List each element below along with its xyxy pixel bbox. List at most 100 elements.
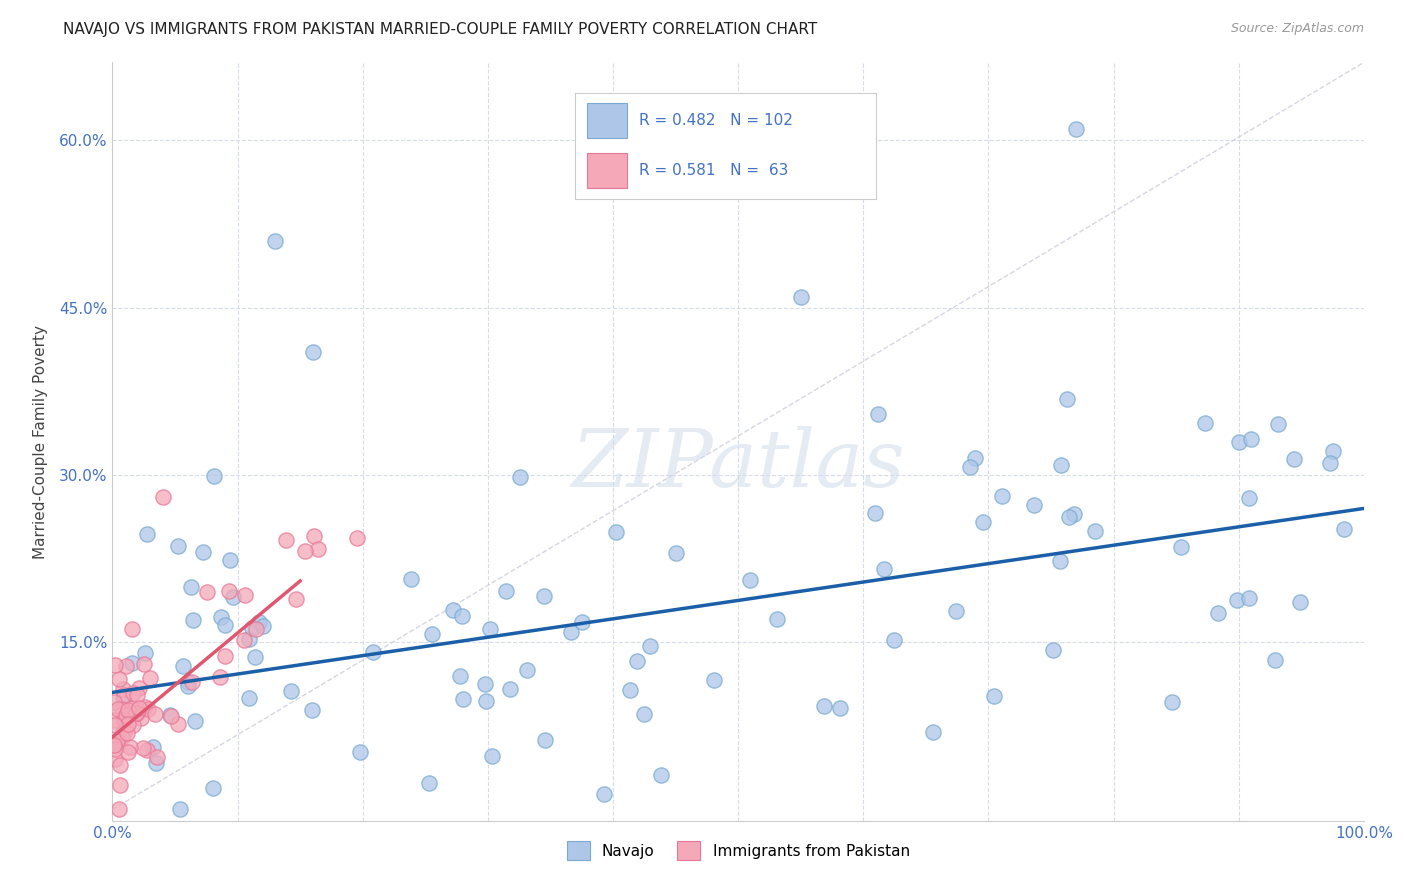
Point [418,776,440,790]
Point [605,525,627,540]
Point [132,741,155,756]
Point [128,681,150,695]
Point [498,681,520,696]
Point [167,539,190,553]
Point [167,716,190,731]
Point [828,700,851,714]
Point [991,490,1014,504]
Point [478,622,501,636]
Point [103,739,125,753]
Point [139,671,162,685]
Point [121,686,143,700]
Point [111,726,134,740]
Point [813,699,835,714]
Point [115,717,138,731]
Point [125,688,148,702]
Point [963,451,986,466]
Point [593,787,616,801]
Point [201,780,224,795]
Point [172,658,194,673]
Point [650,768,672,782]
Point [134,657,156,671]
Point [121,656,143,670]
Point [972,515,994,529]
Point [209,609,232,624]
Point [115,659,138,673]
Point [1282,452,1305,467]
Point [560,624,582,639]
Point [533,732,555,747]
Point [922,724,945,739]
Point [302,528,325,542]
Point [765,612,787,626]
Point [169,803,191,817]
Point [115,707,138,722]
Point [1267,417,1289,431]
Point [152,491,174,505]
Point [481,748,503,763]
Point [740,573,762,587]
Point [121,717,143,731]
Point [108,778,131,792]
Point [111,701,134,715]
Point [117,703,139,717]
Point [294,543,316,558]
Point [195,585,218,599]
Point [284,591,307,606]
Point [145,749,167,764]
Point [134,646,156,660]
Point [214,618,236,632]
Point [1057,510,1080,524]
Point [301,703,323,717]
Point [1333,522,1355,536]
Point [509,469,531,483]
Text: Source: ZipAtlas.com: Source: ZipAtlas.com [1230,22,1364,36]
Point [983,690,1005,704]
Point [121,622,143,636]
Point [1064,122,1087,136]
Point [238,632,260,646]
Point [111,681,134,696]
Point [883,632,905,647]
Point [136,527,159,541]
Point [107,702,129,716]
Point [142,739,165,754]
Point [103,752,125,766]
Point [128,701,150,715]
Point [112,690,135,705]
Point [451,608,474,623]
Y-axis label: Married-Couple Family Poverty: Married-Couple Family Poverty [32,325,48,558]
Point [245,623,267,637]
Point [301,345,323,359]
Point [274,533,297,547]
Point [136,702,159,716]
Point [516,663,538,677]
Point [184,714,207,728]
Point [112,710,135,724]
Point [1194,416,1216,430]
Point [115,725,138,739]
Point [127,706,149,721]
Point [1056,392,1078,407]
Point [252,619,274,633]
Point [121,701,143,715]
Point [117,745,139,759]
Point [104,718,127,732]
Point [1050,458,1073,473]
Point [105,737,128,751]
Point [120,739,142,754]
Point [108,803,131,817]
Point [626,654,648,668]
Point [1024,498,1046,512]
Point [349,745,371,759]
Point [118,706,141,720]
Point [1208,606,1230,620]
Point [633,707,655,722]
Point [125,706,148,720]
Point [104,741,127,756]
Point [159,709,181,723]
Point [571,615,593,629]
Point [790,289,813,303]
Point [112,724,135,739]
Point [1289,594,1312,608]
